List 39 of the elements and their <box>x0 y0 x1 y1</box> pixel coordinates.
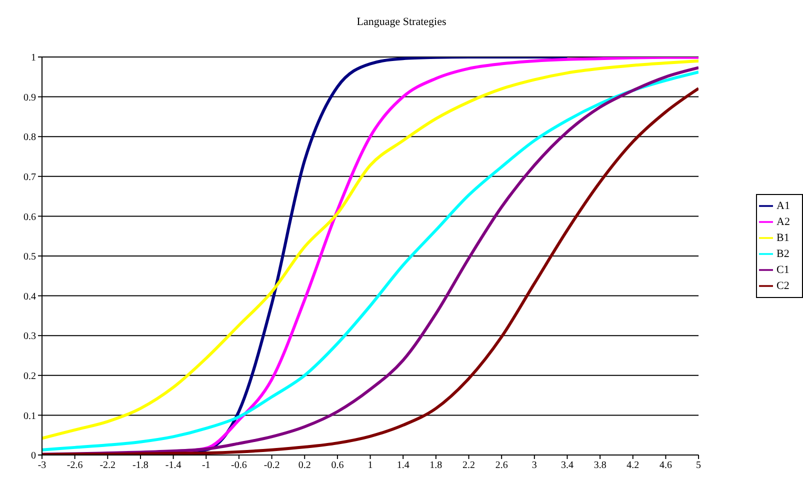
y-tick-label: 0.9 <box>24 92 36 104</box>
legend-label: A2 <box>776 216 790 228</box>
legend-label: B2 <box>776 248 790 260</box>
y-tick-label: 0.1 <box>24 410 36 422</box>
legend-label: C2 <box>776 280 790 292</box>
y-tick-label: 1 <box>31 52 36 64</box>
x-tick-label: 4.2 <box>626 460 640 472</box>
y-tick-label: 0.2 <box>24 370 36 382</box>
x-tick-label: -2.2 <box>100 460 116 472</box>
x-tick-label: 3.4 <box>560 460 574 472</box>
x-tick-label: -0.2 <box>264 460 280 472</box>
y-tick-label: 0.6 <box>24 212 36 223</box>
x-tick-label: -2.6 <box>66 460 83 472</box>
x-tick-label: -1.8 <box>132 460 148 472</box>
x-tick-label: 3 <box>532 460 537 472</box>
y-tick-label: 0 <box>31 450 36 462</box>
x-tick-label: -1 <box>202 460 210 472</box>
x-tick-label: -1.4 <box>165 460 182 472</box>
y-tick-label: 0.8 <box>24 132 36 144</box>
x-tick-label: -3 <box>38 460 46 472</box>
x-tick-label: 5 <box>696 460 702 472</box>
x-tick-label: 3.8 <box>594 460 606 472</box>
x-tick-label: 1 <box>368 460 373 472</box>
legend-label: B1 <box>776 232 790 244</box>
y-tick-label: 0.5 <box>24 252 36 263</box>
x-tick-label: 2.2 <box>462 460 476 472</box>
x-tick-label: 1.4 <box>396 460 410 472</box>
x-tick-label: 2.6 <box>495 460 508 472</box>
legend-label: C1 <box>776 264 790 276</box>
y-tick-label: 0.4 <box>24 291 36 302</box>
x-tick-label: 4.6 <box>659 460 672 472</box>
legend-label: A1 <box>776 200 790 212</box>
chart-title: Language Strategies <box>356 16 448 28</box>
y-tick-label: 0.3 <box>24 331 36 342</box>
y-tick-label: 0.7 <box>24 172 36 183</box>
x-tick-label: -0.6 <box>231 460 247 472</box>
x-tick-label: 1.8 <box>430 460 442 472</box>
x-tick-label: 0.6 <box>331 460 344 472</box>
x-tick-label: 0.2 <box>298 460 311 472</box>
